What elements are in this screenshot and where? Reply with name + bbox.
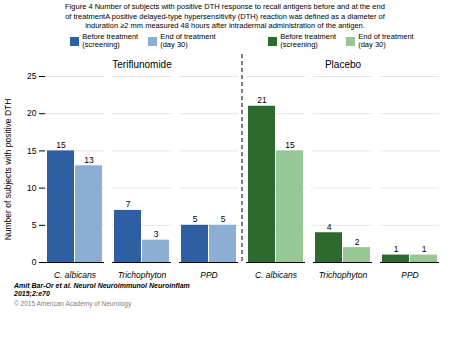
- html-text:Before treatment (screening): Before treatment (screening): [82, 31, 139, 49]
- svg-text:5: 5: [221, 214, 226, 224]
- html-text:Before treatment (screening): Before treatment (screening): [280, 31, 337, 49]
- html-text:© 2015 American Academy of Neu: © 2015 American Academy of Neurology: [14, 299, 132, 307]
- svg-text:Placebo: Placebo: [325, 58, 362, 69]
- svg-text:15: 15: [56, 139, 66, 149]
- html-text:Figure 4 Number of subjects wi: Figure 4 Number of subjects with positiv…: [65, 2, 385, 30]
- svg-text:21: 21: [257, 95, 267, 105]
- svg-text:15: 15: [27, 145, 37, 155]
- svg-text:10: 10: [27, 182, 37, 192]
- html-text:Amit Bar-Or et al. Neurol Neur: Amit Bar-Or et al. Neurol Neuroimmunol N…: [14, 281, 190, 297]
- svg-text:1: 1: [422, 244, 427, 254]
- svg-text:2: 2: [355, 236, 360, 246]
- svg-text:1: 1: [394, 244, 399, 254]
- svg-text:5: 5: [193, 214, 198, 224]
- svg-text:C. albicans: C. albicans: [54, 269, 97, 279]
- svg-text:13: 13: [84, 154, 94, 164]
- svg-text:7: 7: [126, 199, 131, 209]
- svg-text:Teriflunomide: Teriflunomide: [112, 58, 172, 69]
- svg-text:25: 25: [27, 71, 37, 81]
- html-text:End of treatment (day 30): End of treatment (day 30): [358, 31, 414, 49]
- svg-text:Trichophyton: Trichophyton: [319, 269, 368, 279]
- svg-text:PPD: PPD: [401, 269, 418, 279]
- svg-text:0: 0: [32, 257, 37, 267]
- svg-text:PPD: PPD: [200, 269, 217, 279]
- svg-text:Trichophyton: Trichophyton: [118, 269, 167, 279]
- svg-text:C. albicans: C. albicans: [255, 269, 298, 279]
- html-text:End of treatment (day 30): End of treatment (day 30): [160, 31, 216, 49]
- svg-text:Number of subjects with positi: Number of subjects with positive DTH: [3, 98, 13, 240]
- svg-text:15: 15: [285, 139, 295, 149]
- svg-text:20: 20: [27, 108, 37, 118]
- svg-text:4: 4: [327, 221, 332, 231]
- svg-text:3: 3: [154, 229, 159, 239]
- svg-text:5: 5: [32, 220, 37, 230]
